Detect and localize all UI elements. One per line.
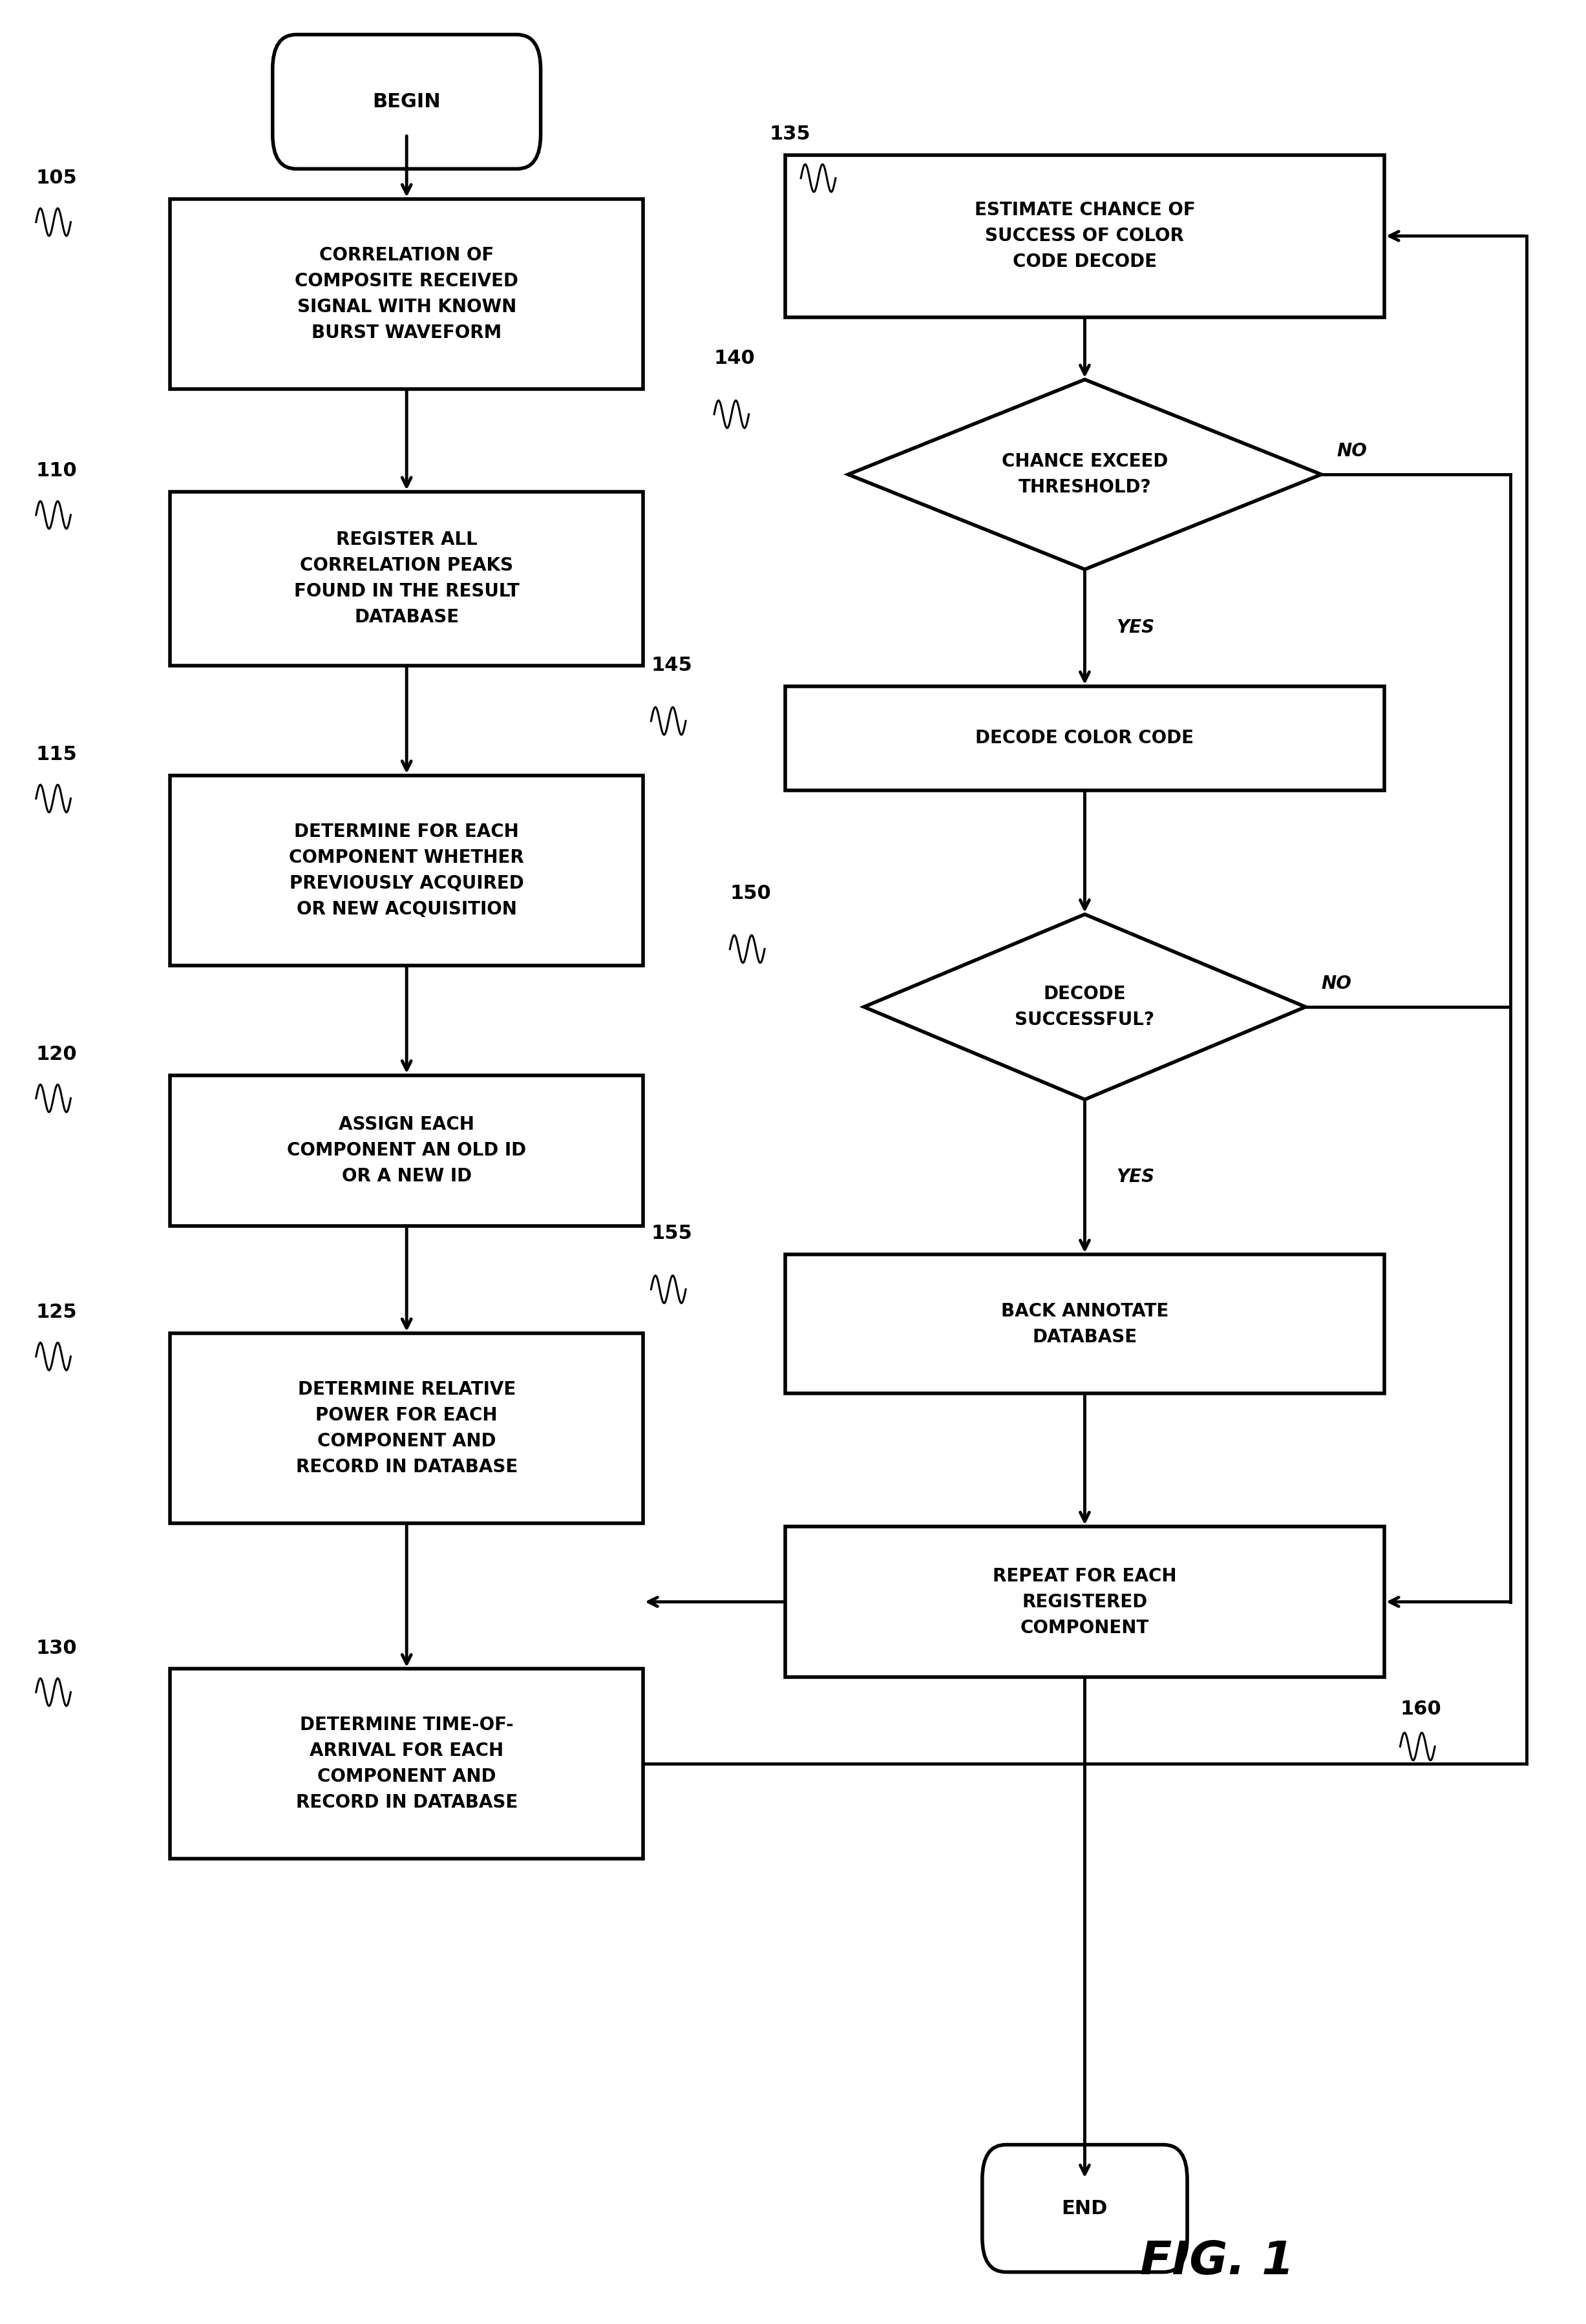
Text: BACK ANNOTATE
DATABASE: BACK ANNOTATE DATABASE: [1001, 1301, 1169, 1346]
FancyBboxPatch shape: [273, 35, 541, 170]
Text: DECODE COLOR CODE: DECODE COLOR CODE: [975, 730, 1194, 748]
Text: BEGIN: BEGIN: [373, 93, 441, 112]
Text: 115: 115: [36, 746, 78, 765]
FancyBboxPatch shape: [170, 776, 644, 964]
Polygon shape: [864, 913, 1305, 1099]
Text: DECODE
SUCCESSFUL?: DECODE SUCCESSFUL?: [1015, 985, 1155, 1030]
Text: 120: 120: [36, 1046, 78, 1064]
Text: ESTIMATE CHANCE OF
SUCCESS OF COLOR
CODE DECODE: ESTIMATE CHANCE OF SUCCESS OF COLOR CODE…: [974, 202, 1196, 272]
FancyBboxPatch shape: [785, 686, 1385, 790]
FancyBboxPatch shape: [170, 1334, 644, 1522]
Text: 160: 160: [1400, 1701, 1442, 1720]
FancyBboxPatch shape: [785, 1527, 1385, 1678]
Text: 145: 145: [652, 655, 691, 674]
Text: DETERMINE RELATIVE
POWER FOR EACH
COMPONENT AND
RECORD IN DATABASE: DETERMINE RELATIVE POWER FOR EACH COMPON…: [295, 1380, 517, 1476]
Text: NO: NO: [1321, 974, 1351, 992]
Text: YES: YES: [1117, 618, 1155, 637]
FancyBboxPatch shape: [982, 2145, 1188, 2273]
FancyBboxPatch shape: [170, 200, 644, 388]
Text: 105: 105: [36, 170, 78, 188]
Text: YES: YES: [1117, 1169, 1155, 1185]
FancyBboxPatch shape: [170, 1076, 644, 1225]
Polygon shape: [849, 379, 1321, 569]
Text: END: END: [1061, 2199, 1107, 2217]
FancyBboxPatch shape: [170, 493, 644, 665]
Text: NO: NO: [1337, 442, 1367, 460]
Text: 130: 130: [36, 1638, 78, 1657]
FancyBboxPatch shape: [785, 1255, 1385, 1394]
Text: FIG. 1: FIG. 1: [1140, 2240, 1294, 2284]
Text: CHANCE EXCEED
THRESHOLD?: CHANCE EXCEED THRESHOLD?: [1002, 453, 1167, 497]
Text: 125: 125: [36, 1304, 78, 1322]
Text: ASSIGN EACH
COMPONENT AN OLD ID
OR A NEW ID: ASSIGN EACH COMPONENT AN OLD ID OR A NEW…: [287, 1116, 527, 1185]
Text: DETERMINE TIME-OF-
ARRIVAL FOR EACH
COMPONENT AND
RECORD IN DATABASE: DETERMINE TIME-OF- ARRIVAL FOR EACH COMP…: [295, 1715, 517, 1813]
Text: 135: 135: [769, 125, 810, 144]
Text: 150: 150: [730, 883, 771, 902]
Text: 140: 140: [714, 349, 755, 367]
Text: 155: 155: [652, 1225, 691, 1243]
FancyBboxPatch shape: [170, 1669, 644, 1859]
Text: CORRELATION OF
COMPOSITE RECEIVED
SIGNAL WITH KNOWN
BURST WAVEFORM: CORRELATION OF COMPOSITE RECEIVED SIGNAL…: [295, 246, 519, 342]
Text: REPEAT FOR EACH
REGISTERED
COMPONENT: REPEAT FOR EACH REGISTERED COMPONENT: [993, 1566, 1177, 1636]
Text: REGISTER ALL
CORRELATION PEAKS
FOUND IN THE RESULT
DATABASE: REGISTER ALL CORRELATION PEAKS FOUND IN …: [293, 530, 519, 627]
FancyBboxPatch shape: [785, 156, 1385, 316]
Text: 110: 110: [36, 462, 78, 481]
Text: DETERMINE FOR EACH
COMPONENT WHETHER
PREVIOUSLY ACQUIRED
OR NEW ACQUISITION: DETERMINE FOR EACH COMPONENT WHETHER PRE…: [289, 823, 525, 918]
